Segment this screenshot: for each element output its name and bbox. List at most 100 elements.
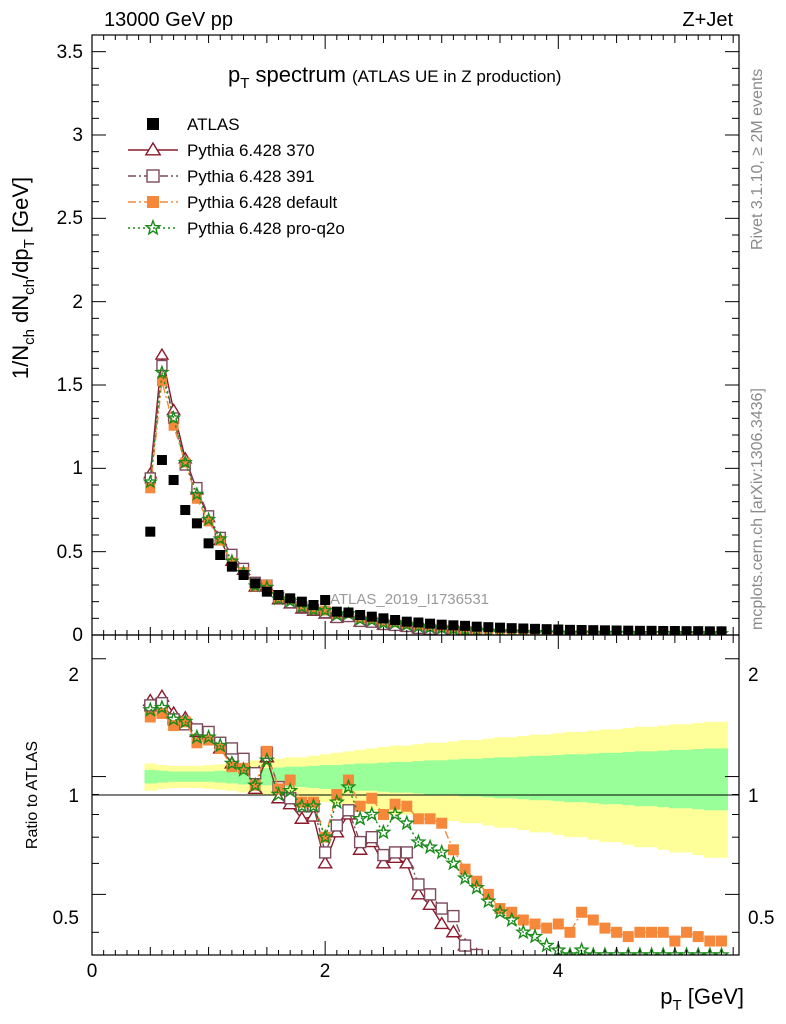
ratio-series-point: [165, 710, 182, 727]
ratio-series-point: [388, 846, 402, 859]
ratio-series-point: [468, 879, 485, 895]
ratio-series-point: [692, 931, 704, 943]
ratio-band-inner-bin: [494, 757, 507, 799]
top-ytick-label: 3.5: [57, 42, 83, 63]
ratio-band-inner-bin: [587, 753, 600, 804]
ratio-series-point: [646, 926, 658, 938]
ratio-band-inner-bin: [715, 748, 728, 811]
ratio-series-point: [144, 711, 156, 723]
ratio-series-point: [142, 701, 159, 717]
ratio-series-point: [587, 914, 599, 926]
ratio-band-inner-bin: [645, 751, 658, 807]
ratio-band-inner-bin: [505, 757, 519, 799]
ratio-ytick-label-left: 0.5: [53, 908, 79, 929]
ratio-band-inner-bin: [610, 752, 624, 805]
ratio-series-point: [177, 713, 194, 729]
atlas-data-point: [215, 550, 226, 560]
atlas-data-point: [168, 475, 179, 485]
top-ytick-label: 0: [72, 625, 83, 646]
ratio-series-point: [366, 792, 378, 804]
ratio-series-point: [235, 761, 252, 777]
ratio-series-point: [212, 737, 229, 753]
top-series-point: [189, 486, 205, 501]
ratio-band-inner-bin: [459, 758, 472, 797]
atlas-data-point: [366, 611, 377, 622]
ratio-series-point: [293, 811, 310, 824]
atlas-data-point: [355, 610, 366, 620]
atlas-data-point: [390, 615, 401, 625]
atlas-data-point: [180, 505, 191, 515]
ratio-series-point: [342, 804, 355, 817]
ratio-series-point: [669, 935, 681, 947]
atlas-data-point: [250, 578, 261, 589]
atlas-data-point: [296, 596, 307, 607]
top-series-point: [177, 454, 193, 470]
ratio-series-point: [412, 878, 425, 891]
ratio-series-point: [526, 927, 544, 944]
ratio-band-inner-bin: [692, 749, 705, 810]
ratio-series-point: [365, 830, 378, 844]
ratio-band-inner-bin: [307, 765, 320, 788]
ratio-series-point: [447, 909, 460, 923]
xtick-label: 4: [553, 961, 564, 982]
ratio-series-point: [611, 926, 623, 938]
ratio-series-point: [353, 835, 367, 849]
atlas-data-point: [460, 620, 471, 631]
ratio-series-point: [377, 848, 390, 862]
ratio-series-point: [258, 751, 275, 768]
ratio-series-point: [564, 926, 576, 938]
ratio-series-point: [634, 926, 646, 938]
top-series-point: [180, 457, 191, 468]
ratio-series-point: [386, 805, 404, 822]
ratio-series-point: [494, 903, 506, 915]
ratio-series-point: [713, 946, 730, 955]
ratio-ytick-label-left: 2: [68, 665, 79, 686]
ratio-ytick-label-left: 1: [68, 786, 79, 807]
legend-marker-square-open: [146, 169, 160, 183]
ratio-series-point: [491, 903, 509, 920]
ratio-band-inner-bin: [704, 748, 717, 811]
ratio-series-point: [657, 926, 669, 938]
xtick-label: 2: [320, 961, 331, 982]
ratio-series-point: [552, 918, 564, 930]
ratio-ytick-label-right: 2: [748, 665, 759, 686]
ratio-series-point: [561, 946, 579, 955]
ratio-series-point: [541, 922, 553, 934]
atlas-data-point: [343, 607, 354, 618]
top-series-point: [215, 535, 226, 546]
ratio-ytick-label-right: 0.5: [748, 908, 774, 929]
ratio-series-point: [375, 855, 392, 869]
top-ytick-label: 0.5: [57, 542, 83, 563]
atlas-data-point: [436, 619, 447, 630]
legend-marker-triangle-open: [144, 141, 162, 156]
top-ytick-label: 2.5: [57, 208, 83, 229]
top-ytick-label: 1.5: [57, 375, 83, 396]
ratio-series-point: [599, 922, 611, 934]
top-series-point: [320, 605, 331, 616]
x-tick-labels: 0 2 4: [87, 961, 564, 982]
ratio-series-point: [447, 844, 459, 856]
ratio-band-inner-bin: [552, 755, 565, 802]
legend-label: Pythia 6.428 default: [187, 193, 338, 212]
ratio-series-point: [377, 808, 389, 820]
ratio-series-point: [622, 931, 634, 943]
atlas-data-point: [156, 455, 167, 465]
atlas-data-point: [261, 586, 272, 597]
ratio-band-inner-bin: [191, 771, 204, 782]
ratio-band-inner-bin: [330, 765, 344, 789]
ratio-band-inner-bin: [622, 752, 635, 806]
ratio-series-point: [410, 886, 427, 900]
ratio-series-point: [281, 782, 299, 798]
atlas-data-point: [238, 570, 249, 580]
ratio-band-inner-bin: [202, 771, 216, 782]
plot-title: pT spectrum (ATLAS UE in Z production): [228, 62, 561, 92]
ratio-band-inner-bin: [156, 770, 169, 783]
xtick-label: 0: [87, 961, 98, 982]
mcplots-citation-label: mcplots.cern.ch [arXiv:1306.3436]: [749, 388, 766, 630]
ratio-series-point: [412, 813, 424, 825]
atlas-data-point: [145, 526, 156, 537]
ratio-band-inner-bin: [377, 762, 390, 792]
legend-marker-square-filled: [147, 118, 159, 130]
atlas-data-point: [425, 618, 436, 629]
